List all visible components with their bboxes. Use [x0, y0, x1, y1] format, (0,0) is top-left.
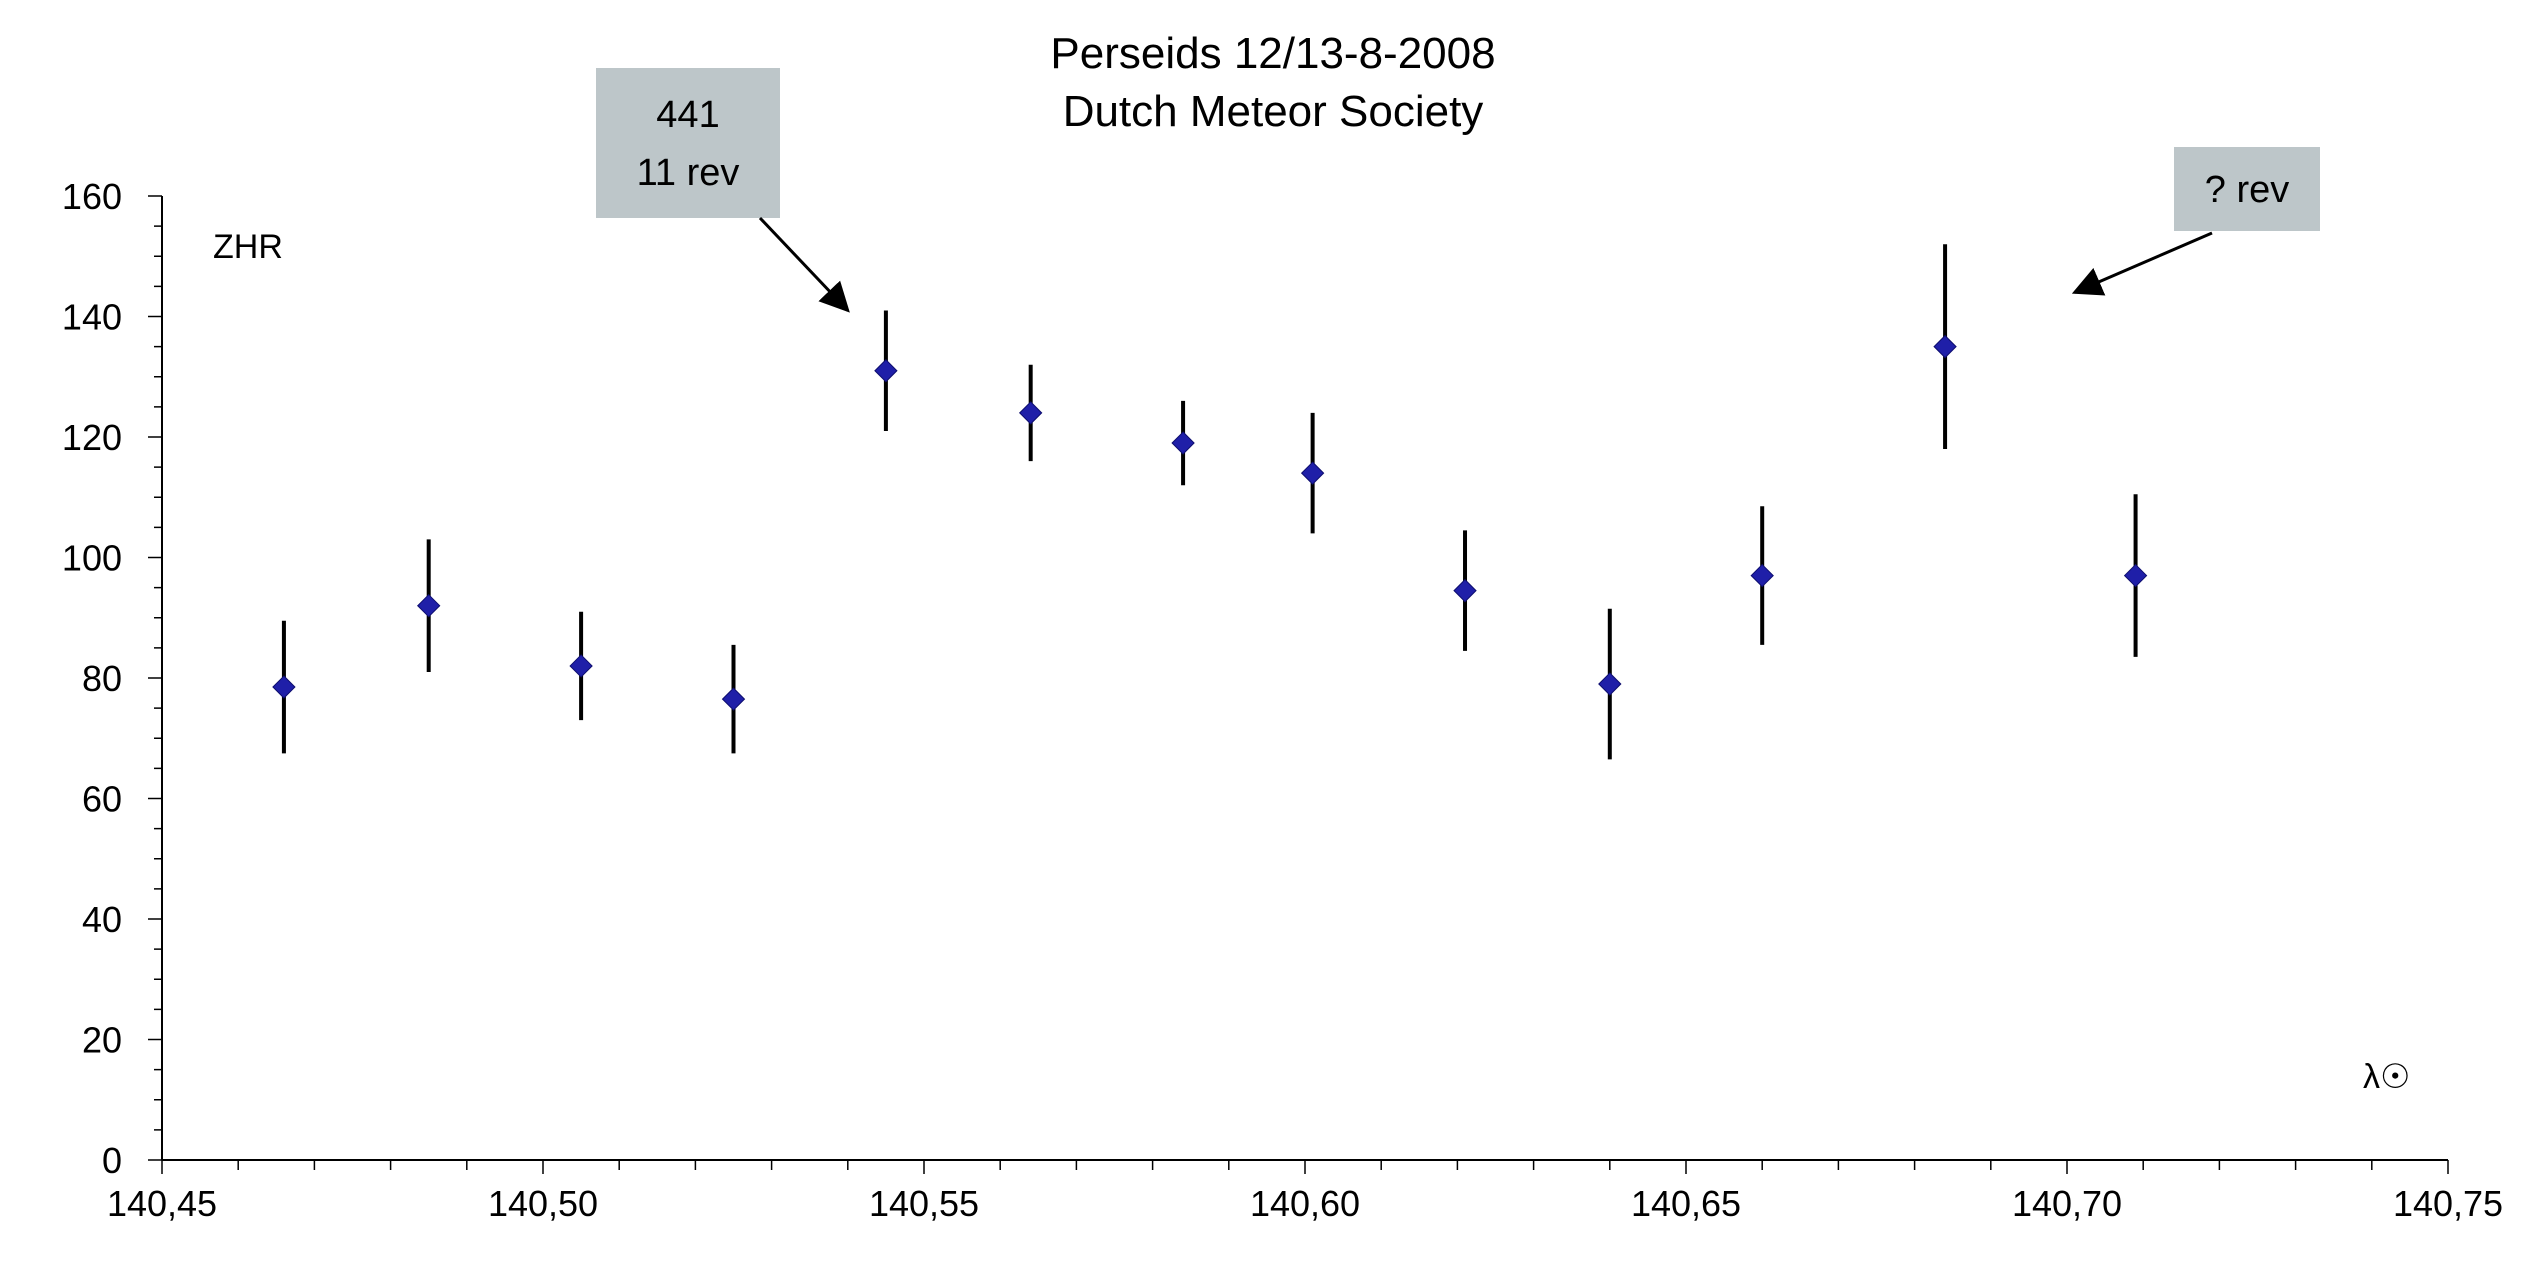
y-tick-label: 100 — [62, 538, 122, 579]
y-ticks: 0 20 40 60 80 100 120 140 160 — [62, 176, 162, 1181]
data-point — [1300, 412, 1325, 534]
y-tick-label: 140 — [62, 297, 122, 338]
data-point — [1171, 400, 1195, 486]
point-marker — [569, 654, 593, 678]
x-tick-label: 140,70 — [2012, 1183, 2122, 1224]
data-point — [874, 310, 898, 431]
chart-title: Perseids 12/13-8-2008 — [1050, 29, 1495, 78]
annotation-arrow — [2071, 231, 2213, 296]
data-point — [1750, 506, 1774, 645]
x-ticks: 140,45 140,50 140,55 140,60 140,65 140,70 140,… — [107, 1160, 2503, 1224]
data-marks — [272, 244, 2148, 760]
x-tick-label: 140,45 — [107, 1183, 217, 1224]
annotation-arrow — [758, 216, 850, 313]
y-tick-label: 40 — [82, 899, 122, 940]
annotation-text: ? rev — [2205, 169, 2289, 211]
y-tick-label: 120 — [62, 417, 122, 458]
point-marker — [874, 359, 898, 383]
point-marker — [1453, 578, 1477, 603]
annotation-box — [2174, 147, 2320, 231]
y-tick-label: 160 — [62, 176, 122, 217]
point-marker — [1598, 672, 1622, 696]
annotation-box — [596, 68, 780, 218]
point-marker — [1750, 563, 1774, 588]
y-axis-label: ZHR — [213, 228, 283, 266]
x-tick-label: 140,50 — [488, 1183, 598, 1224]
x-tick-label: 140,65 — [1631, 1183, 1741, 1224]
annotation-text: 11 rev — [637, 152, 740, 194]
data-point — [1453, 530, 1477, 651]
annotations: 441 11 rev ? rev — [596, 68, 2320, 313]
x-axis-label: λ☉ — [2363, 1058, 2410, 1096]
point-marker — [1171, 431, 1195, 455]
y-tick-label: 60 — [82, 779, 122, 820]
point-marker — [1300, 461, 1325, 485]
y-tick-label: 80 — [82, 658, 122, 699]
annotation-callout: 441 11 rev — [596, 68, 850, 313]
point-marker — [272, 675, 296, 699]
data-point — [416, 539, 441, 672]
y-tick-label: 20 — [82, 1020, 122, 1061]
data-point — [272, 620, 296, 754]
point-marker — [1018, 401, 1043, 425]
data-point — [1933, 244, 1957, 450]
axes — [161, 196, 2448, 1161]
annotation-text: 441 — [656, 94, 719, 136]
data-point — [569, 611, 593, 721]
data-point — [721, 644, 746, 754]
point-marker — [721, 687, 746, 711]
data-point — [1018, 364, 1043, 462]
x-tick-label: 140,60 — [1250, 1183, 1360, 1224]
point-marker — [416, 593, 441, 618]
annotation-callout: ? rev — [2071, 147, 2320, 296]
x-tick-label: 140,75 — [2393, 1183, 2503, 1224]
point-marker — [1933, 334, 1957, 359]
x-tick-label: 140,55 — [869, 1183, 979, 1224]
data-point — [1598, 608, 1622, 760]
point-marker — [2123, 563, 2148, 588]
y-tick-label: 0 — [102, 1140, 122, 1181]
data-point — [2123, 494, 2148, 657]
chart-subtitle: Dutch Meteor Society — [1063, 87, 1484, 136]
